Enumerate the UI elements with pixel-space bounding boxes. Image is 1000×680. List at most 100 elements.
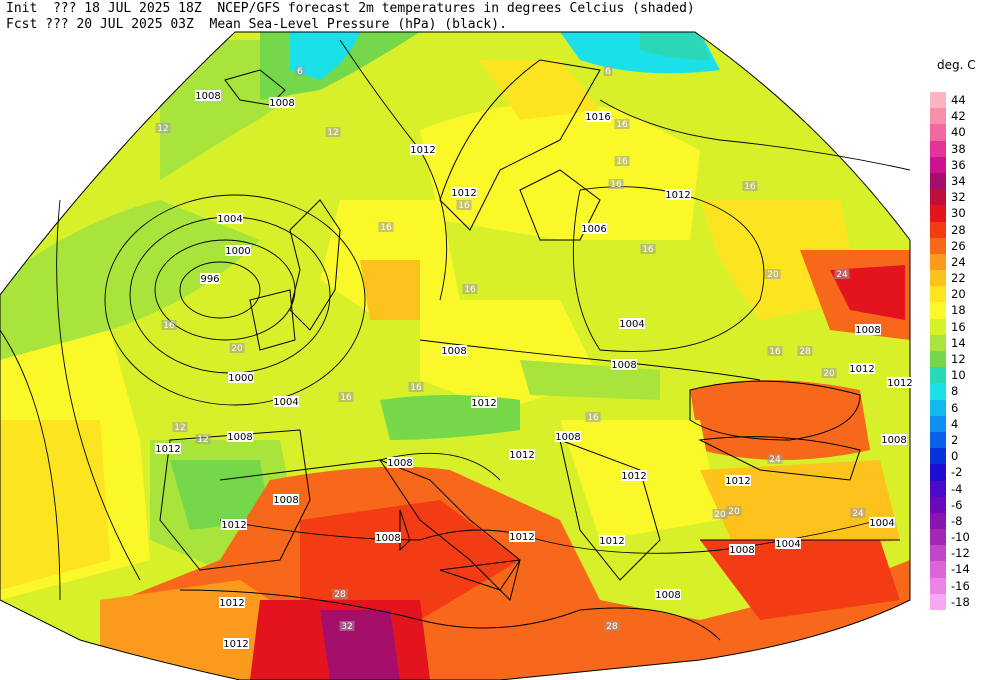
temp-label-bg [456,200,472,210]
temp-label: 32 [341,622,352,632]
isobar-label-bg [273,494,299,505]
isobar-label-bg [619,318,645,329]
legend-row: 4 [930,415,990,432]
isobar-label: 1004 [217,214,242,225]
legend-row: 0 [930,448,990,465]
temp-label-bg [161,320,177,330]
legend-swatch [930,577,946,594]
legend-label: 18 [951,303,966,318]
isobar-label: 1008 [655,590,680,601]
legend-label: 16 [951,319,966,334]
legend-swatch [930,172,946,190]
legend-swatch [930,270,946,287]
temp-label-bg [614,156,630,166]
isobar-label-bg [509,449,535,460]
temp-label: 16 [410,383,422,393]
isobar-label-bg [599,535,625,546]
temp-label: 12 [327,128,338,138]
legend-swatch [930,286,946,303]
temp-label-bg [332,589,348,599]
legend-label: 26 [951,238,966,253]
isobar-label-bg [581,223,607,234]
legend-swatch [930,545,946,562]
temp-label: 12 [157,124,168,134]
isobar-label-bg [725,475,751,486]
legend-row: 2 [930,431,990,449]
temp-label: 16 [464,285,476,295]
isobar-label: 1008 [855,325,880,336]
legend-swatch [930,156,946,173]
legend-label: 8 [951,384,959,399]
isobar-label-bg [869,517,895,528]
temp-label: 20 [767,270,779,280]
isobar-label: 1008 [441,346,466,357]
legend-row: 12 [930,351,990,368]
legend-label: -14 [951,562,970,577]
temp-label: 24 [769,455,781,465]
legend-row: 28 [930,221,990,238]
legend-label: 30 [951,206,966,221]
temp-label-bg [462,284,478,294]
temp-label-bg [339,621,355,631]
temp-label: 16 [458,201,470,211]
temp-label-bg [172,422,188,432]
legend-row: -6 [930,496,990,513]
temperature-legend: 44 42 40 38 36 34 32 30 28 26 24 22 20 18 16 14 12 10 8 6 4 2… [930,92,990,610]
isobar-label: 1004 [869,518,894,529]
isobar-label: 1012 [410,145,435,156]
legend-swatch [930,334,946,351]
isobar-label: 1008 [269,98,294,109]
legend-label: -4 [951,481,963,496]
legend-swatch [930,253,946,271]
isobar-label: 1012 [223,639,248,650]
legend-row: -10 [930,529,990,546]
temp-label-bg [603,66,613,76]
coastlines [159,59,900,641]
legend-label: 0 [951,449,959,464]
legend-label: 6 [951,400,959,415]
temp-label-bg [767,454,783,464]
legend-label: -18 [951,594,970,609]
legend-swatch [930,593,946,610]
temp-label: 20 [823,369,835,379]
legend-swatch [930,237,946,254]
isobar-label-bg [223,638,249,649]
temp-label-bg [229,343,245,353]
legend-row: 32 [930,189,990,206]
temp-label-bg [821,368,837,378]
isobar-label: 1008 [611,360,636,371]
isobar-label-bg [441,345,467,356]
temp-label: 16 [380,223,392,233]
legend-swatch [930,383,946,400]
temp-label-bg [726,506,742,516]
temp-label: 28 [799,347,811,357]
legend-row: 24 [930,253,990,271]
legend-swatch [930,448,946,465]
isobar-label: 1012 [221,520,246,531]
isobar-label: 1008 [227,432,252,443]
legend-row: 36 [930,156,990,173]
legend-row: 8 [930,383,990,400]
legend-swatch [930,367,946,384]
legend-swatch [930,529,946,546]
legend-label: -2 [951,465,963,480]
legend-swatch [930,124,946,141]
temperature-labels: 6 6 12 12 16 16 16 16 16 16 16 16 16 20 16 16 12 12 16 20 24… [155,66,866,632]
temp-label: 16 [744,182,756,192]
isobar-label-bg [611,359,637,370]
temp-label: 6 [297,67,303,77]
legend-label: -6 [951,497,963,512]
temp-label-bg [338,392,354,402]
temp-label-bg [604,621,620,631]
temp-label-bg [850,508,866,518]
legend-label: -10 [951,530,970,545]
temp-label-bg [325,127,341,137]
legend-row: 44 [930,92,990,109]
legend-label: 12 [951,352,966,366]
isobar-label-bg [269,97,295,108]
legend-label: 44 [951,93,966,107]
temp-label: 24 [836,270,848,280]
isobar-label: 1012 [621,471,646,482]
